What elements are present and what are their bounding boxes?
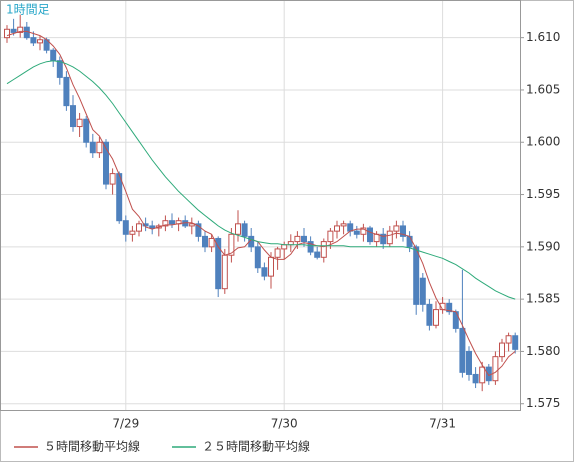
candle-body bbox=[162, 220, 169, 227]
candle-body bbox=[294, 235, 301, 243]
y-tick-label: 1.600 bbox=[526, 135, 560, 149]
candle-body bbox=[149, 225, 156, 229]
candle-body bbox=[281, 244, 288, 250]
candle-body bbox=[215, 237, 222, 290]
candle-body bbox=[400, 225, 406, 237]
candle-body bbox=[360, 227, 367, 235]
candle-body bbox=[89, 141, 96, 154]
candle-body bbox=[433, 309, 439, 326]
candle-body bbox=[472, 373, 479, 384]
candle-body bbox=[254, 246, 261, 269]
x-tick-label: 7/29 bbox=[112, 417, 139, 431]
y-tick-label: 1.590 bbox=[526, 239, 560, 253]
candle-body bbox=[122, 220, 129, 235]
candle-body bbox=[208, 237, 215, 248]
candle-body bbox=[63, 76, 70, 107]
candle-body bbox=[320, 241, 327, 258]
candle-body bbox=[235, 223, 241, 235]
candle-body bbox=[426, 303, 433, 326]
candle-body bbox=[406, 235, 413, 248]
candle-body bbox=[169, 220, 175, 225]
y-tick-label: 1.580 bbox=[526, 344, 560, 358]
candle-body bbox=[459, 327, 466, 373]
candle-body bbox=[340, 223, 347, 227]
legend-label: ５時間移動平均線 bbox=[44, 439, 140, 454]
candle-body bbox=[466, 350, 472, 375]
y-tick-label: 1.610 bbox=[526, 30, 560, 44]
candle-body bbox=[274, 248, 281, 258]
candle-body bbox=[195, 223, 202, 237]
candle-body bbox=[241, 223, 248, 237]
candle-body bbox=[499, 342, 505, 358]
candle-body bbox=[30, 37, 37, 44]
y-tick-label: 1.595 bbox=[526, 187, 560, 201]
x-tick-label: 7/31 bbox=[429, 417, 456, 431]
candle-body bbox=[268, 256, 274, 277]
candle-body bbox=[76, 118, 83, 128]
candle-body bbox=[136, 223, 142, 232]
candle-body bbox=[334, 225, 340, 232]
candle-body bbox=[261, 267, 268, 277]
candle-body bbox=[202, 235, 208, 248]
y-tick-label: 1.575 bbox=[526, 396, 560, 410]
candle-body bbox=[413, 246, 420, 305]
candle-body bbox=[37, 39, 43, 44]
candle-body bbox=[56, 60, 63, 78]
candle-body bbox=[492, 356, 499, 382]
candle-body bbox=[10, 28, 17, 33]
candle-body bbox=[17, 26, 24, 33]
candle-body bbox=[327, 230, 334, 243]
candle-body bbox=[419, 277, 426, 305]
y-tick-label: 1.605 bbox=[526, 82, 560, 96]
candle-body bbox=[505, 335, 512, 344]
x-tick-label: 7/30 bbox=[271, 417, 298, 431]
candle-body bbox=[393, 225, 400, 232]
y-tick-label: 1.585 bbox=[526, 292, 560, 306]
candle-body bbox=[512, 335, 519, 350]
candle-body bbox=[116, 173, 123, 222]
candle-body bbox=[307, 241, 314, 253]
candle-body bbox=[301, 235, 307, 243]
candle-body bbox=[446, 302, 453, 313]
candle-body bbox=[373, 233, 380, 243]
candle-body bbox=[188, 223, 195, 227]
legend-label: ２５時間移動平均線 bbox=[202, 439, 310, 454]
candle-body bbox=[96, 141, 103, 154]
candle-body bbox=[380, 233, 387, 245]
candle-body bbox=[50, 49, 57, 62]
plot-area bbox=[0, 0, 521, 411]
candle-body bbox=[386, 230, 393, 245]
chart-title: 1時間足 bbox=[6, 3, 50, 17]
candle-body bbox=[103, 141, 109, 185]
candle-body bbox=[485, 366, 492, 382]
candle-body bbox=[479, 366, 486, 384]
candle-body bbox=[228, 233, 235, 256]
candle-body bbox=[83, 118, 90, 143]
candle-body bbox=[4, 28, 10, 39]
candle-body bbox=[129, 230, 136, 235]
candle-body bbox=[353, 230, 360, 235]
ma-line bbox=[6, 30, 516, 377]
candle-body bbox=[367, 227, 373, 243]
candle-body bbox=[109, 173, 116, 185]
candle-body bbox=[314, 251, 321, 258]
candle-body bbox=[221, 254, 228, 290]
candle-body bbox=[70, 105, 76, 128]
ma-line bbox=[6, 60, 516, 300]
candle-body bbox=[142, 223, 149, 227]
